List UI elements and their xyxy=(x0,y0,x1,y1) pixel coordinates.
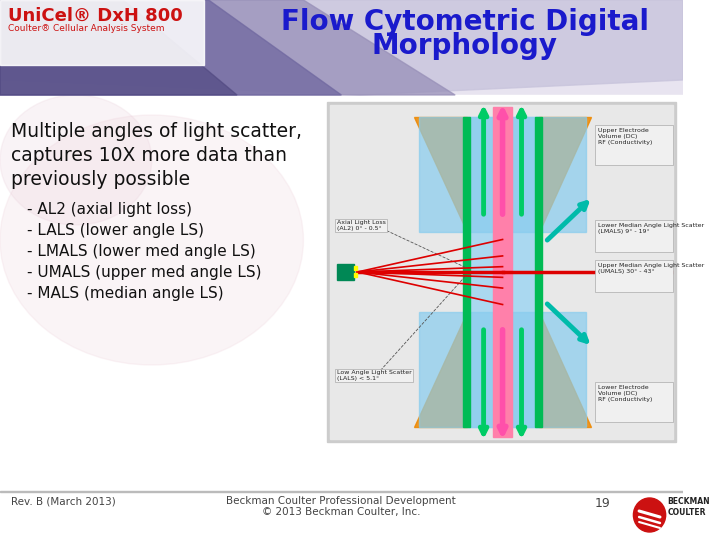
Text: Beckman Coulter Professional Development: Beckman Coulter Professional Development xyxy=(227,496,456,506)
Bar xyxy=(595,382,673,422)
Bar xyxy=(337,264,354,280)
Bar xyxy=(493,107,512,437)
Polygon shape xyxy=(0,0,683,95)
Bar xyxy=(463,117,470,427)
Bar xyxy=(354,266,358,270)
Bar xyxy=(327,102,676,442)
Bar xyxy=(0,0,683,95)
Polygon shape xyxy=(539,312,590,427)
Text: Lower Electrode
Volume (DC)
RF (Conductivity): Lower Electrode Volume (DC) RF (Conducti… xyxy=(598,385,653,402)
Text: Morphology: Morphology xyxy=(372,32,557,60)
Text: Rev. B (March 2013): Rev. B (March 2013) xyxy=(12,497,116,507)
Text: - LALS (lower angle LS): - LALS (lower angle LS) xyxy=(27,223,204,238)
Text: Flow Cytometric Digital: Flow Cytometric Digital xyxy=(281,8,649,36)
Text: - AL2 (axial light loss): - AL2 (axial light loss) xyxy=(27,202,192,217)
Text: Coulter® Cellular Analysis System: Coulter® Cellular Analysis System xyxy=(8,24,164,33)
Bar xyxy=(595,125,673,165)
Text: Upper Median Angle Light Scatter
(UMALS) 30° - 43°: Upper Median Angle Light Scatter (UMALS)… xyxy=(598,263,705,274)
Text: - MALS (median angle LS): - MALS (median angle LS) xyxy=(27,286,223,301)
Polygon shape xyxy=(415,312,467,427)
Text: Axial Light Loss
(AL2) 0° - 0.5°: Axial Light Loss (AL2) 0° - 0.5° xyxy=(337,220,385,231)
Bar xyxy=(595,220,673,252)
Bar xyxy=(354,273,358,277)
Bar xyxy=(467,117,539,427)
Text: captures 10X more data than: captures 10X more data than xyxy=(12,146,287,165)
Bar xyxy=(330,105,673,439)
Bar xyxy=(595,260,673,292)
Text: UniCel® DxH 800: UniCel® DxH 800 xyxy=(8,7,182,25)
Bar xyxy=(0,0,204,65)
Text: Low Angle Light Scatter
(LALS) < 5.1°: Low Angle Light Scatter (LALS) < 5.1° xyxy=(337,370,411,381)
Text: - LMALS (lower med angle LS): - LMALS (lower med angle LS) xyxy=(27,244,256,259)
Text: previously possible: previously possible xyxy=(12,170,191,189)
Text: Upper Electrode
Volume (DC)
RF (Conductivity): Upper Electrode Volume (DC) RF (Conducti… xyxy=(598,128,653,145)
Text: Multiple angles of light scatter,: Multiple angles of light scatter, xyxy=(12,122,302,141)
Ellipse shape xyxy=(0,95,152,225)
Text: Lower Median Angle Light Scatter
(LMALS) 9° - 19°: Lower Median Angle Light Scatter (LMALS)… xyxy=(598,223,704,234)
Polygon shape xyxy=(0,0,237,95)
Text: BECKMAN
COULTER: BECKMAN COULTER xyxy=(667,497,710,517)
Polygon shape xyxy=(0,0,341,95)
Bar xyxy=(419,312,586,427)
Polygon shape xyxy=(539,117,590,232)
Polygon shape xyxy=(415,117,467,232)
Bar xyxy=(419,117,586,232)
Bar xyxy=(535,117,542,427)
Bar xyxy=(0,95,683,492)
Text: © 2013 Beckman Coulter, Inc.: © 2013 Beckman Coulter, Inc. xyxy=(262,507,420,517)
Text: 19: 19 xyxy=(594,497,610,510)
Polygon shape xyxy=(0,0,455,95)
Ellipse shape xyxy=(0,115,303,365)
Circle shape xyxy=(634,498,666,532)
Bar xyxy=(0,491,683,492)
Text: - UMALS (upper med angle LS): - UMALS (upper med angle LS) xyxy=(27,265,261,280)
